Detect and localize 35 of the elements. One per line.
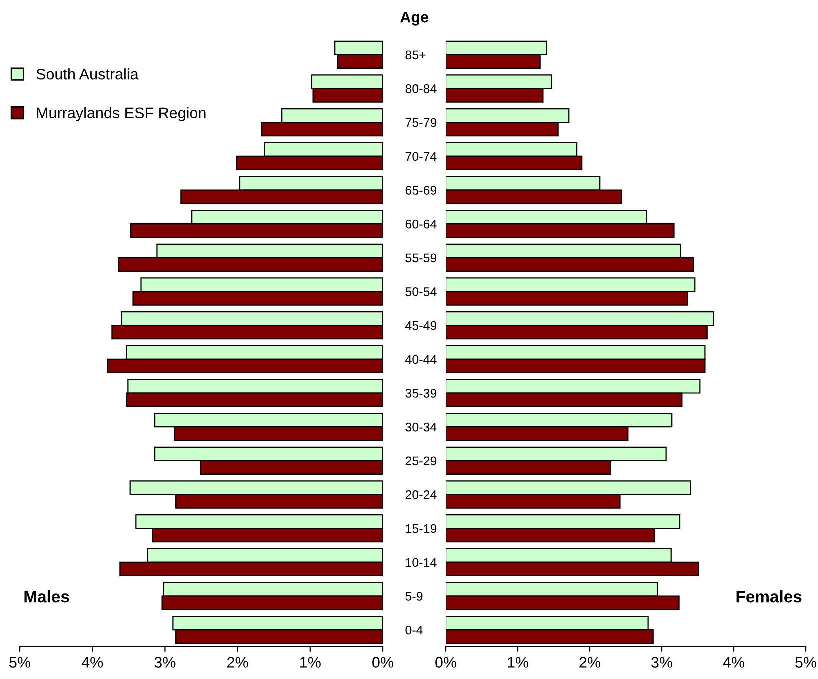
y-tick-label: 85+ [406, 50, 426, 60]
x-tick-label: 4% [82, 657, 104, 668]
x-tick-label: 0% [436, 657, 456, 668]
x-tick-label: 4% [723, 657, 744, 668]
y-tick-label: 60-64 [406, 220, 437, 229]
y-tick-label: 70-74 [406, 152, 437, 162]
x-tick-label: 3% [154, 657, 176, 668]
y-tick-label: 80-84 [406, 84, 437, 94]
y-tick-label: 50-54 [406, 288, 437, 296]
x-tick-label: 1% [300, 657, 321, 668]
y-tick-label: 40-44 [406, 355, 437, 364]
x-tick-label: 1% [508, 657, 528, 668]
annotation: Males [24, 590, 70, 603]
y-tick-label: 55-59 [406, 254, 437, 263]
y-tick-label: 10-14 [406, 558, 437, 568]
annotation: Females [736, 590, 802, 603]
x-tick-label: 3% [652, 657, 672, 668]
y-tick-label: 0-4 [406, 626, 423, 635]
y-tick-label: 65-69 [406, 186, 437, 195]
x-tick-label: 5% [10, 657, 30, 668]
y-tick-label: 45-49 [406, 321, 437, 330]
x-tick-label: 0% [372, 657, 394, 668]
y-tick-label: 35-39 [406, 389, 437, 398]
y-tick-label: 5-9 [406, 592, 423, 601]
legend-label: Murraylands ESF Region [37, 107, 206, 122]
x-tick-label: 2% [580, 657, 600, 668]
legend-label: South Australia [36, 68, 139, 80]
y-axis-title: Age [400, 12, 428, 26]
y-tick-label: 30-34 [406, 422, 437, 432]
x-tick-label: 5% [796, 657, 816, 668]
y-tick-label: 20-24 [406, 490, 437, 500]
y-tick-label: 15-19 [406, 524, 437, 534]
y-tick-label: 25-29 [406, 456, 437, 466]
x-tick-label: 2% [228, 657, 248, 668]
y-tick-label: 75-79 [406, 118, 437, 128]
